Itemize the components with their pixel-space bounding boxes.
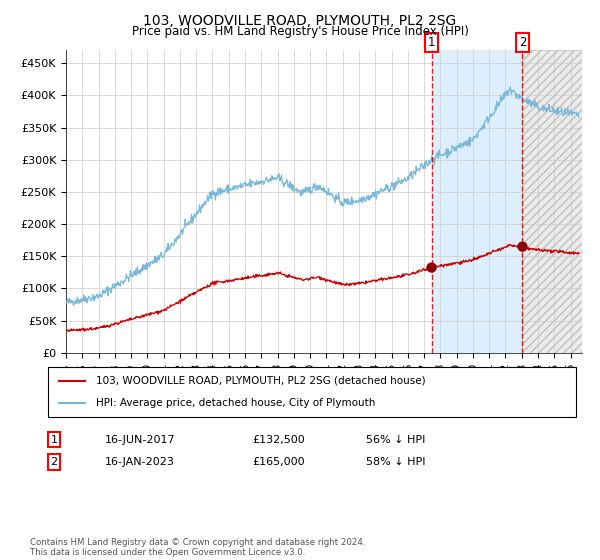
Bar bbox=[523, 50, 582, 353]
Text: 1: 1 bbox=[50, 435, 58, 445]
Text: Price paid vs. HM Land Registry's House Price Index (HPI): Price paid vs. HM Land Registry's House … bbox=[131, 25, 469, 38]
Point bbox=[427, 263, 436, 272]
Text: 1: 1 bbox=[428, 36, 436, 49]
Bar bbox=[523, 50, 582, 353]
Bar bbox=[431, 50, 523, 353]
FancyBboxPatch shape bbox=[48, 367, 576, 417]
Text: Contains HM Land Registry data © Crown copyright and database right 2024.
This d: Contains HM Land Registry data © Crown c… bbox=[30, 538, 365, 557]
Text: 16-JUN-2017: 16-JUN-2017 bbox=[105, 435, 176, 445]
Point bbox=[518, 242, 527, 251]
Text: HPI: Average price, detached house, City of Plymouth: HPI: Average price, detached house, City… bbox=[95, 398, 375, 408]
Text: 2: 2 bbox=[519, 36, 526, 49]
Text: 56% ↓ HPI: 56% ↓ HPI bbox=[366, 435, 425, 445]
Text: 2: 2 bbox=[50, 457, 58, 467]
Text: 103, WOODVILLE ROAD, PLYMOUTH, PL2 2SG: 103, WOODVILLE ROAD, PLYMOUTH, PL2 2SG bbox=[143, 14, 457, 28]
Text: £132,500: £132,500 bbox=[252, 435, 305, 445]
Text: 16-JAN-2023: 16-JAN-2023 bbox=[105, 457, 175, 467]
Text: 103, WOODVILLE ROAD, PLYMOUTH, PL2 2SG (detached house): 103, WOODVILLE ROAD, PLYMOUTH, PL2 2SG (… bbox=[95, 376, 425, 386]
Text: £165,000: £165,000 bbox=[252, 457, 305, 467]
Text: 58% ↓ HPI: 58% ↓ HPI bbox=[366, 457, 425, 467]
